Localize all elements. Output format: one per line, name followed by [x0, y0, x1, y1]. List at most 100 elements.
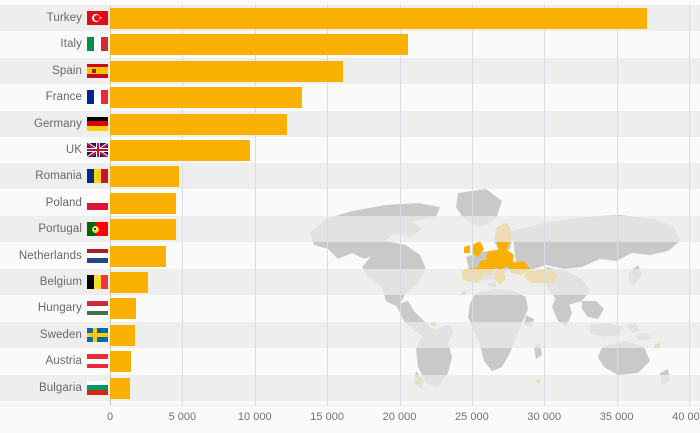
category-label-row[interactable]: Hungary	[0, 295, 108, 321]
flag-stripe	[87, 248, 108, 254]
flag-stripe	[94, 275, 101, 289]
flag-stripe	[87, 275, 94, 289]
x-axis-tick-label: 0	[106, 411, 114, 423]
flag-stripe	[87, 257, 108, 263]
flag-stripe	[87, 37, 94, 52]
bar-row[interactable]	[0, 322, 700, 348]
axis-line	[0, 405, 700, 406]
flag-stripe	[87, 306, 108, 311]
category-label-row[interactable]: Spain	[0, 58, 108, 84]
bar-row[interactable]	[0, 348, 700, 374]
flag-it-icon	[87, 37, 108, 52]
flag-bg-icon	[87, 380, 108, 395]
flag-hu-icon	[87, 301, 108, 316]
category-label-row[interactable]: Italy	[0, 31, 108, 57]
flag-stripe	[94, 169, 101, 184]
category-name: Germany	[34, 117, 82, 130]
bar[interactable]	[110, 192, 176, 214]
x-axis-tick-label: 25 000	[455, 411, 489, 423]
flag-stripe	[87, 301, 108, 307]
bar-row[interactable]	[0, 243, 700, 269]
category-axis: Turkey Italy Spain France Germany UK Romania Po…	[0, 5, 110, 405]
x-axis-tick-label: 15 000	[310, 411, 344, 423]
category-label-row[interactable]: Netherlands	[0, 243, 108, 269]
category-label-row[interactable]: Austria	[0, 348, 108, 374]
flag-stripe	[92, 68, 96, 74]
bar-row[interactable]	[0, 295, 700, 321]
flag-stripe	[87, 202, 108, 210]
category-name: Spain	[52, 64, 82, 77]
category-label-row[interactable]: UK	[0, 137, 108, 163]
flag-at-icon	[87, 354, 108, 369]
flag-stripe	[87, 380, 108, 386]
bar[interactable]	[110, 351, 131, 373]
category-label-row[interactable]: Belgium	[0, 269, 108, 295]
bar-row[interactable]	[0, 190, 700, 216]
bar[interactable]	[110, 272, 148, 293]
flag-fr-icon	[87, 90, 108, 105]
flag-es-icon	[87, 63, 108, 78]
flag-stripe	[87, 389, 108, 395]
bar-row[interactable]	[0, 216, 700, 242]
category-name: Austria	[45, 355, 82, 368]
category-label-row[interactable]: Romania	[0, 163, 108, 189]
flag-stripe	[94, 90, 101, 105]
bar[interactable]	[110, 60, 344, 82]
bar[interactable]	[110, 245, 167, 267]
flag-nl-icon	[87, 248, 108, 263]
category-label-row[interactable]: Bulgaria	[0, 375, 108, 401]
bar[interactable]	[110, 324, 136, 346]
flag-stripe	[87, 332, 108, 337]
bars	[0, 5, 700, 405]
bar[interactable]	[110, 298, 137, 320]
x-axis-tick-label: 40 000	[672, 411, 700, 423]
flag-stripe	[87, 169, 94, 184]
category-name: Hungary	[37, 302, 82, 315]
bar[interactable]	[110, 140, 250, 161]
flag-stripe	[87, 63, 108, 68]
bar[interactable]	[110, 8, 648, 29]
category-name: Bulgaria	[39, 381, 82, 394]
bar[interactable]	[110, 377, 130, 399]
bar[interactable]	[110, 87, 302, 109]
flag-stripe	[87, 74, 108, 78]
category-label-row[interactable]: Portugal	[0, 216, 108, 242]
flag-stripe	[95, 222, 108, 237]
category-name: Sweden	[39, 328, 82, 341]
flag-stripe	[94, 15, 100, 21]
category-label-row[interactable]: Sweden	[0, 322, 108, 348]
category-label-row[interactable]: France	[0, 84, 108, 110]
bar-row[interactable]	[0, 84, 700, 110]
bar-row[interactable]	[0, 269, 700, 295]
flag-stripe	[87, 195, 108, 203]
flag-ro-icon	[87, 169, 108, 184]
bar-row[interactable]	[0, 137, 700, 163]
bar-row[interactable]	[0, 375, 700, 401]
flag-stripe	[94, 37, 101, 52]
bar[interactable]	[110, 34, 409, 56]
x-axis-tick-label: 20 000	[382, 411, 417, 423]
flag-stripe	[87, 116, 108, 122]
bar-row[interactable]	[0, 5, 700, 31]
bar-row[interactable]	[0, 58, 700, 84]
category-label-row[interactable]: Germany	[0, 111, 108, 137]
bar[interactable]	[110, 219, 176, 241]
bar-row[interactable]	[0, 111, 700, 137]
category-name: Romania	[35, 170, 82, 183]
bar[interactable]	[110, 113, 287, 135]
category-label-row[interactable]: Poland	[0, 190, 108, 216]
flag-stripe	[87, 121, 108, 126]
x-axis-tick-label: 35 000	[599, 411, 634, 423]
category-label-row[interactable]: Turkey	[0, 5, 108, 31]
bar[interactable]	[110, 166, 180, 188]
flag-stripe	[87, 222, 95, 237]
flag-pt-icon	[87, 222, 108, 237]
flag-be-icon	[87, 275, 108, 289]
bar-row[interactable]	[0, 31, 700, 57]
category-name: Portugal	[38, 223, 82, 236]
flag-stripe	[87, 90, 94, 105]
flag-stripe	[87, 125, 108, 131]
flag-tr-icon	[87, 11, 108, 25]
bar-row[interactable]	[0, 163, 700, 189]
